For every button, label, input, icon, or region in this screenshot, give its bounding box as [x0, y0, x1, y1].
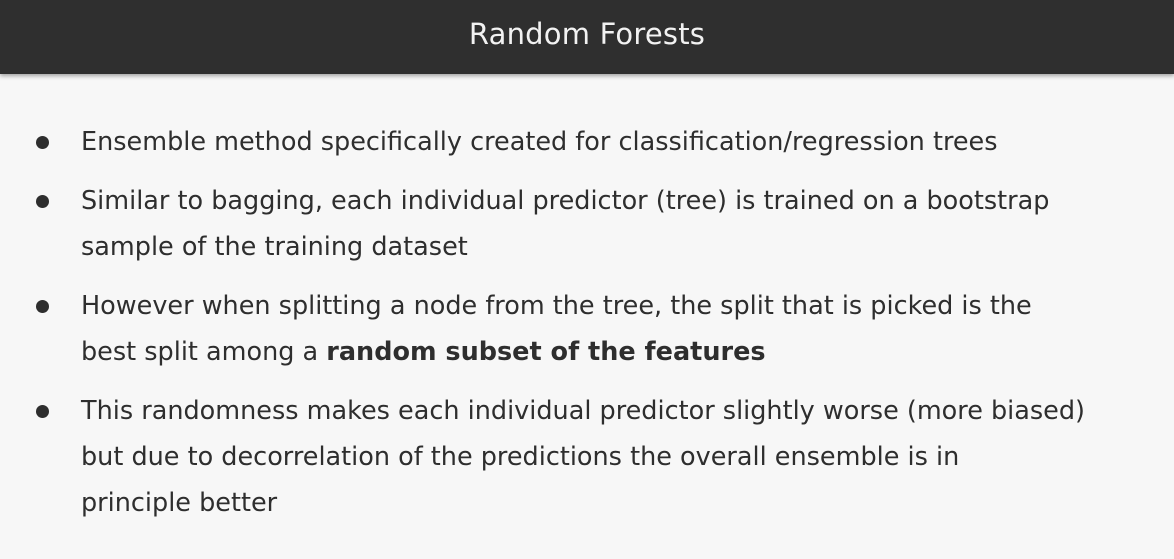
bullet-text-line: Ensemble method specifically created for… [81, 127, 998, 157]
title-bar: Random Forests [0, 0, 1174, 74]
bullet-item: Similar to bagging, each individual pred… [0, 178, 1174, 270]
bullet-dot-icon [36, 136, 49, 149]
bullet-text-bold-emphasis: random subset of the features [326, 337, 766, 367]
bullet-text-line: This randomness makes each individual pr… [81, 396, 1086, 426]
bullet-text-line-mixed: best split among a random subset of the … [81, 329, 1154, 375]
slide-title: Random Forests [468, 17, 706, 51]
bullet-text-line: sample of the training dataset [81, 232, 468, 262]
bullet-list: Ensemble method specifically created for… [0, 119, 1174, 539]
bullet-item: However when splitting a node from the t… [0, 283, 1174, 375]
bullet-item: This randomness makes each individual pr… [0, 388, 1174, 526]
bullet-item: Ensemble method specifically created for… [0, 119, 1174, 165]
bullet-dot-icon [36, 300, 49, 313]
bullet-text-line: However when splitting a node from the t… [81, 291, 1032, 321]
bullet-dot-icon [36, 195, 49, 208]
bullet-text-line: Similar to bagging, each individual pred… [81, 186, 1050, 216]
bullet-text-line: but due to decorrelation of the predicti… [81, 442, 960, 472]
bullet-text-line: principle better [81, 488, 278, 518]
bullet-text-regular: best split among a [81, 337, 327, 367]
bullet-dot-icon [36, 405, 49, 418]
